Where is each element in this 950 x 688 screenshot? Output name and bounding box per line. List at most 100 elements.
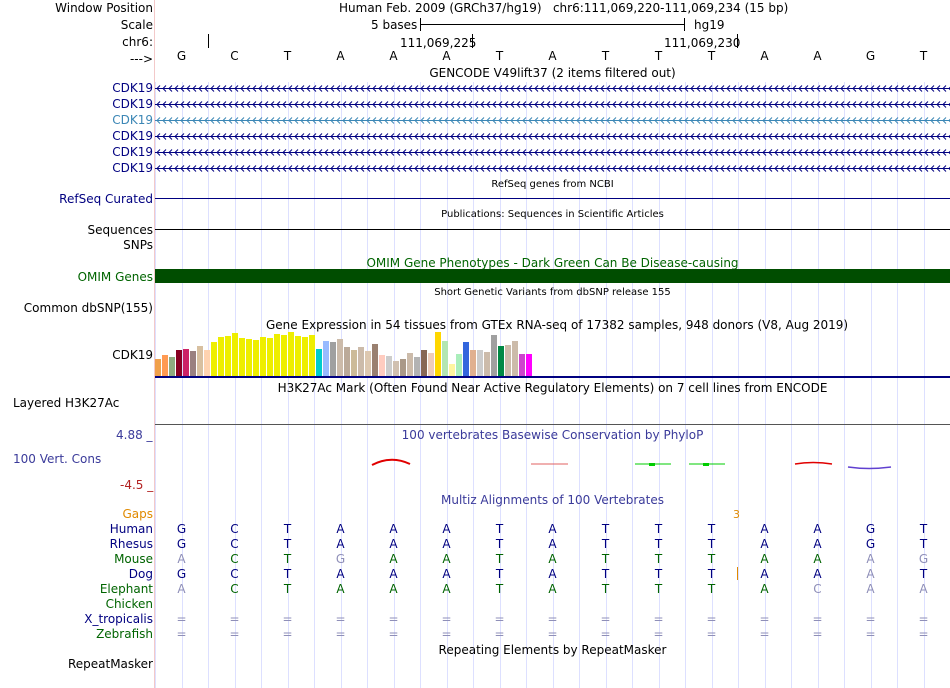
multiz-title[interactable]: Multiz Alignments of 100 Vertebrates: [440, 493, 665, 507]
gencode-transcript-track[interactable]: [155, 83, 950, 94]
gtex-tissue-bar[interactable]: [225, 336, 231, 376]
gtex-tissue-bar[interactable]: [295, 336, 301, 376]
gtex-tissue-bar[interactable]: [351, 350, 357, 376]
refseq-label[interactable]: RefSeq Curated: [59, 192, 153, 206]
gtex-tissue-bar[interactable]: [379, 355, 385, 376]
gtex-tissue-bar[interactable]: [470, 350, 476, 376]
h3k27ac-label[interactable]: Layered H3K27Ac: [13, 396, 120, 410]
gtex-tissue-bar[interactable]: [421, 350, 427, 376]
gtex-tissue-bar[interactable]: [330, 342, 336, 376]
gtex-tissue-bar[interactable]: [505, 345, 511, 376]
gtex-tissue-bar[interactable]: [162, 355, 168, 376]
gtex-tissue-bar[interactable]: [365, 351, 371, 376]
species-label[interactable]: Dog: [128, 567, 153, 581]
gtex-tissue-bar[interactable]: [204, 350, 210, 376]
species-label[interactable]: Human: [109, 522, 153, 536]
gtex-tissue-bar[interactable]: [239, 338, 245, 376]
gtex-tissue-bar[interactable]: [183, 349, 189, 376]
gtex-tissue-bar[interactable]: [253, 340, 259, 376]
h3k27ac-title[interactable]: H3K27Ac Mark (Often Found Near Active Re…: [277, 381, 828, 395]
gtex-tissue-bar[interactable]: [176, 350, 182, 376]
phylop-title[interactable]: 100 vertebrates Basewise Conservation by…: [401, 428, 704, 442]
gtex-tissue-bar[interactable]: [288, 332, 294, 376]
gtex-tissue-bar[interactable]: [302, 337, 308, 376]
omim-label[interactable]: OMIM Genes: [77, 270, 153, 284]
species-alignment-row[interactable]: = = = = = = = = = = = = = = =: [155, 627, 950, 641]
gtex-tissue-bar[interactable]: [498, 346, 504, 376]
gtex-tissue-bar[interactable]: [316, 349, 322, 376]
gtex-tissue-bar[interactable]: [281, 335, 287, 376]
gtex-tissue-bar[interactable]: [211, 342, 217, 376]
gtex-tissue-bar[interactable]: [218, 337, 224, 376]
omim-title[interactable]: OMIM Gene Phenotypes - Dark Green Can Be…: [366, 256, 739, 270]
gtex-tissue-bar[interactable]: [393, 361, 399, 376]
gtex-label[interactable]: CDK19: [112, 348, 153, 362]
phylop-label[interactable]: 100 Vert. Cons: [13, 452, 102, 466]
position-title[interactable]: Human Feb. 2009 (GRCh37/hg19) chr6:111,0…: [339, 1, 789, 15]
gencode-transcript-track[interactable]: [155, 99, 950, 110]
gtex-tissue-bar[interactable]: [323, 341, 329, 376]
gtex-tissue-bar[interactable]: [407, 353, 413, 376]
gtex-tissue-bar[interactable]: [414, 357, 420, 376]
gencode-transcript-label[interactable]: CDK19: [112, 145, 153, 159]
gtex-tissue-bar[interactable]: [155, 359, 161, 376]
species-label[interactable]: Elephant: [99, 582, 153, 596]
gtex-tissue-bar[interactable]: [309, 335, 315, 376]
gap-count[interactable]: 3: [733, 508, 740, 521]
gtex-tissue-bar[interactable]: [484, 352, 490, 376]
gtex-tissue-bar[interactable]: [372, 344, 378, 376]
gtex-tissue-bar[interactable]: [344, 347, 350, 376]
gtex-tissue-bar[interactable]: [246, 339, 252, 376]
omim-bar[interactable]: [155, 269, 950, 283]
gtex-tissue-bar[interactable]: [190, 351, 196, 376]
gtex-tissue-bar[interactable]: [463, 342, 469, 376]
gtex-tissue-bar[interactable]: [337, 339, 343, 376]
gtex-tissue-bar[interactable]: [519, 354, 525, 376]
gtex-tissue-bar[interactable]: [442, 341, 448, 376]
gtex-tissue-bar[interactable]: [526, 354, 532, 376]
gtex-tissue-bar[interactable]: [491, 335, 497, 376]
species-label[interactable]: Mouse: [114, 552, 153, 566]
gtex-tissue-bar[interactable]: [197, 346, 203, 376]
gencode-transcript-track[interactable]: [155, 163, 950, 174]
gtex-tissue-bar[interactable]: [358, 347, 364, 376]
phylop-signal[interactable]: [155, 440, 950, 490]
gtex-tissue-bar[interactable]: [512, 341, 518, 376]
publications-title[interactable]: Publications: Sequences in Scientific Ar…: [441, 209, 664, 220]
gencode-transcript-track[interactable]: [155, 115, 950, 126]
sequences-label[interactable]: Sequences: [87, 223, 153, 237]
repeatmasker-title[interactable]: Repeating Elements by RepeatMasker: [438, 643, 667, 657]
species-alignment-row[interactable]: = = = = = = = = = = = = = = =: [155, 612, 950, 626]
gencode-transcript-track[interactable]: [155, 131, 950, 142]
species-label[interactable]: Zebrafish: [96, 627, 153, 641]
gtex-tissue-bar[interactable]: [274, 334, 280, 376]
species-label[interactable]: Chicken: [105, 597, 153, 611]
gtex-tissue-bar[interactable]: [477, 350, 483, 376]
gencode-transcript-label[interactable]: CDK19: [112, 161, 153, 175]
gtex-tissue-bar[interactable]: [400, 359, 406, 376]
gtex-tissue-bar[interactable]: [428, 353, 434, 376]
species-label[interactable]: Rhesus: [109, 537, 153, 551]
snps-label[interactable]: SNPs: [123, 238, 153, 252]
dbsnp-title[interactable]: Short Genetic Variants from dbSNP releas…: [434, 287, 671, 298]
gencode-transcript-track[interactable]: [155, 147, 950, 158]
gtex-tissue-bar[interactable]: [267, 338, 273, 376]
gtex-tissue-bar[interactable]: [232, 333, 238, 376]
gencode-transcript-label[interactable]: CDK19: [112, 97, 153, 111]
dog-insertion-marker[interactable]: [737, 567, 738, 580]
gtex-tissue-bar[interactable]: [435, 332, 441, 376]
gencode-transcript-label[interactable]: CDK19: [112, 113, 153, 127]
repeatmasker-label[interactable]: RepeatMasker: [67, 657, 153, 671]
gtex-tissue-bar[interactable]: [169, 357, 175, 376]
refseq-title[interactable]: RefSeq genes from NCBI: [491, 179, 614, 190]
gtex-tissue-bar[interactable]: [260, 337, 266, 376]
gencode-title[interactable]: GENCODE V49lift37 (2 items filtered out): [429, 66, 676, 80]
gtex-tissue-bar[interactable]: [456, 354, 462, 376]
gtex-title[interactable]: Gene Expression in 54 tissues from GTEx …: [266, 318, 849, 332]
gtex-bar-chart[interactable]: [155, 330, 555, 376]
